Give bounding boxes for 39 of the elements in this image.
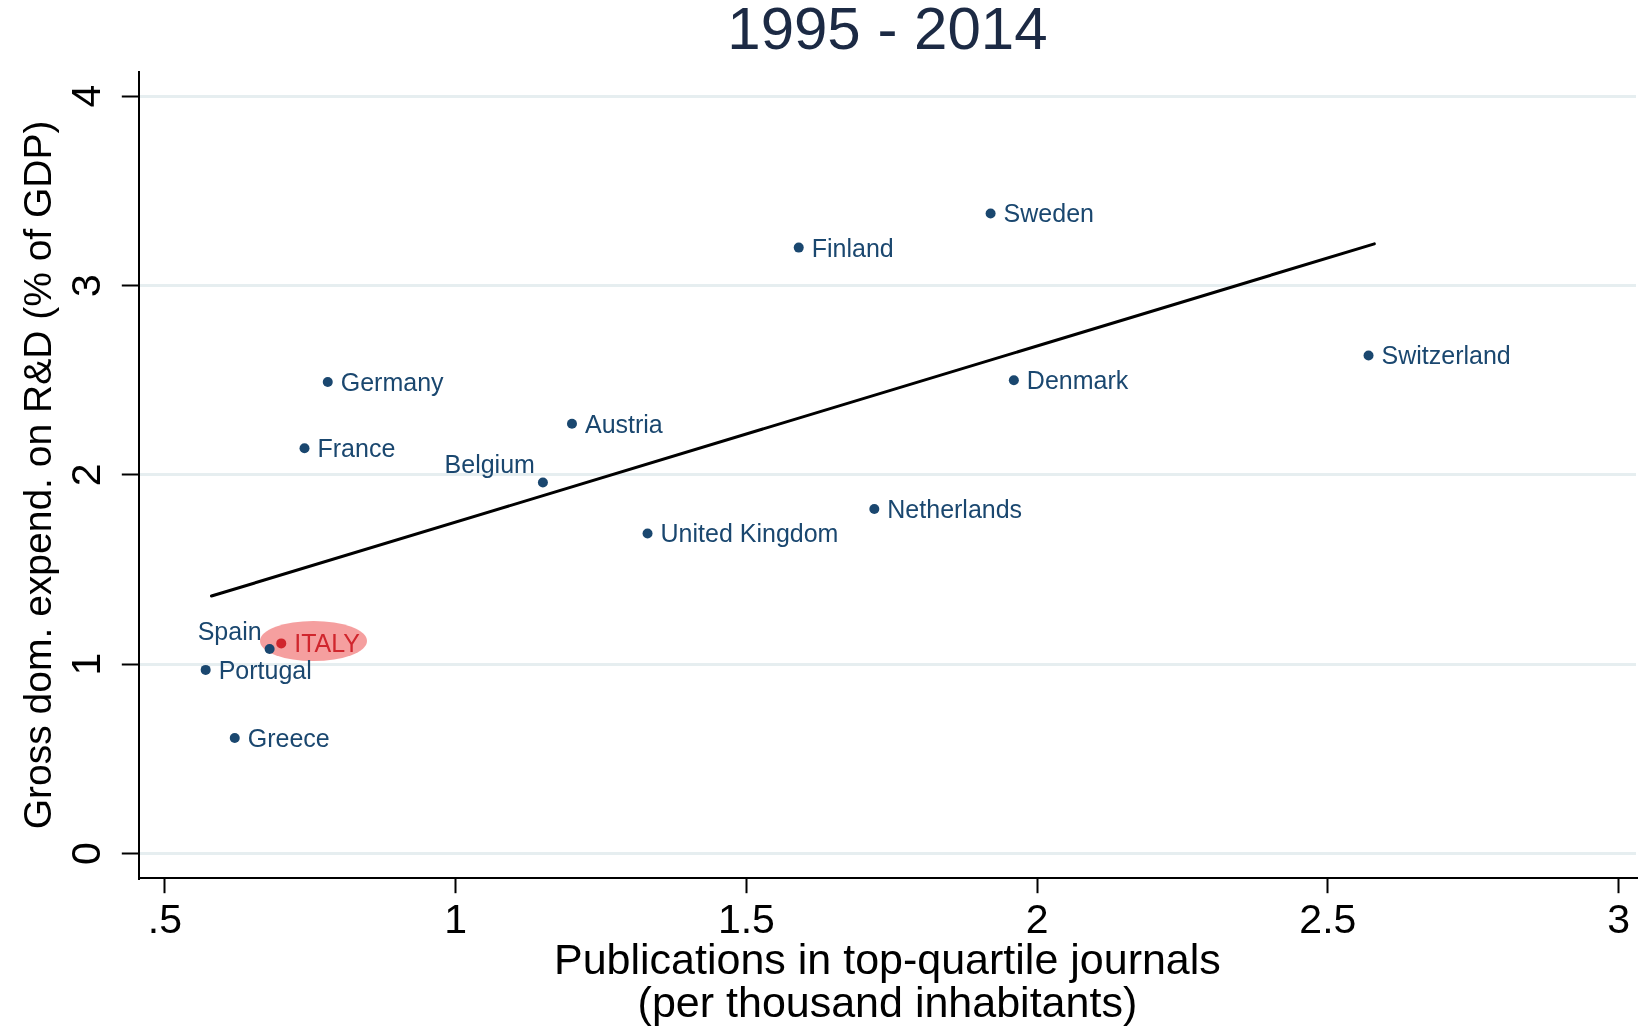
chart-title: 1995 - 2014: [727, 0, 1048, 63]
annotation: Austria: [584, 409, 663, 438]
annotation: Sweden: [1003, 199, 1094, 228]
point: [642, 528, 653, 539]
annotation: Netherlands: [887, 494, 1023, 523]
x-tick-label: .5: [147, 896, 183, 943]
x-tick-label: 3: [1607, 896, 1630, 943]
point: [793, 242, 804, 253]
annotation: ITALY: [294, 629, 361, 658]
point: [869, 503, 880, 514]
annotation: Spain: [197, 616, 262, 645]
y-tick-label: 3: [62, 274, 109, 297]
point: [299, 443, 310, 454]
annotation: United Kingdom: [660, 519, 839, 548]
annotation: Switzerland: [1381, 341, 1511, 370]
point: [985, 208, 996, 219]
annotation: Greece: [247, 723, 330, 752]
annotation: Portugal: [218, 655, 312, 684]
point: [322, 377, 333, 388]
annotation: Belgium: [444, 450, 535, 479]
y-tick-label: 2: [62, 463, 109, 487]
y-tick-label: 4: [62, 84, 109, 108]
annotation: Germany: [340, 367, 445, 396]
y-axis-title: Gross dom. expend. on R&D (% of GDP): [15, 120, 59, 830]
point: [1008, 375, 1019, 386]
point: [566, 418, 577, 429]
x-tick-label: 2.5: [1299, 896, 1357, 943]
point: [229, 733, 240, 744]
point: [537, 477, 548, 488]
point: [200, 664, 211, 675]
y-tick-label: 1: [62, 652, 109, 676]
point: [276, 638, 287, 649]
point: [1363, 350, 1374, 361]
annotation: France: [317, 434, 396, 463]
x-tick-label: 1: [444, 896, 468, 943]
y-tick-label: 0: [62, 842, 109, 865]
annotation: Finland: [811, 233, 894, 262]
annotation: Denmark: [1026, 366, 1129, 395]
point: [264, 644, 275, 655]
